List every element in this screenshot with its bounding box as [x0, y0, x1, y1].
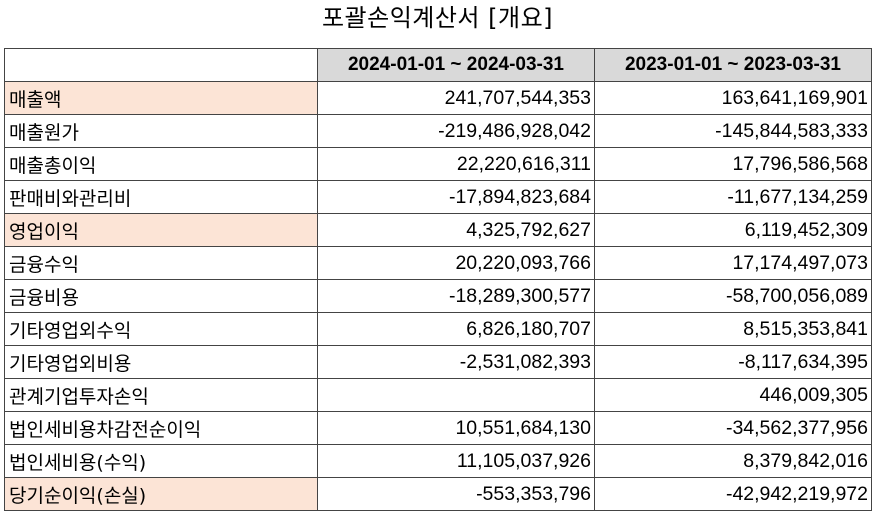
row-label: 관계기업투자손익: [4, 378, 318, 412]
row-label: 판매비와관리비: [4, 180, 318, 214]
value-2024: 20,220,093,766: [317, 246, 595, 280]
table-row: 금융비용 -18,289,300,577 -58,700,056,089: [4, 279, 872, 313]
table-row: 당기순이익(손실) -553,353,796 -42,942,219,972: [4, 477, 872, 511]
value-2023: 8,379,842,016: [594, 444, 872, 478]
row-label: 매출총이익: [4, 147, 318, 181]
value-2023: 163,641,169,901: [594, 81, 872, 115]
row-label: 법인세비용차감전순이익: [4, 411, 318, 445]
value-2023: 8,515,353,841: [594, 312, 872, 346]
table-row: 금융수익 20,220,093,766 17,174,497,073: [4, 246, 872, 280]
table-header-row: 2024-01-01 ~ 2024-03-31 2023-01-01 ~ 202…: [4, 48, 872, 82]
row-label: 법인세비용(수익): [4, 444, 318, 478]
value-2023: 17,174,497,073: [594, 246, 872, 280]
value-2024: -17,894,823,684: [317, 180, 595, 214]
value-2024: -18,289,300,577: [317, 279, 595, 313]
table-row: 법인세비용차감전순이익 10,551,684,130 -34,562,377,956: [4, 411, 872, 445]
row-label: 기타영업외비용: [4, 345, 318, 379]
value-2024: [317, 378, 595, 412]
row-label: 매출원가: [4, 114, 318, 148]
value-2024: 10,551,684,130: [317, 411, 595, 445]
row-label: 영업이익: [4, 213, 318, 247]
value-2024: -219,486,928,042: [317, 114, 595, 148]
page-title: 포괄손익계산서 [개요]: [321, 4, 554, 32]
table-row: 기타영업외비용 -2,531,082,393 -8,117,634,395: [4, 345, 872, 379]
row-label: 금융수익: [4, 246, 318, 280]
value-2023: 17,796,586,568: [594, 147, 872, 181]
header-cell-blank: [4, 48, 318, 82]
value-2024: 4,325,792,627: [317, 213, 595, 247]
table-row: 판매비와관리비 -17,894,823,684 -11,677,134,259: [4, 180, 872, 214]
value-2024: 22,220,616,311: [317, 147, 595, 181]
header-cell-period-2024: 2024-01-01 ~ 2024-03-31: [317, 48, 595, 82]
table-row: 매출원가 -219,486,928,042 -145,844,583,333: [4, 114, 872, 148]
value-2023: -42,942,219,972: [594, 477, 872, 511]
row-label: 기타영업외수익: [4, 312, 318, 346]
value-2023: -11,677,134,259: [594, 180, 872, 214]
table-row: 기타영업외수익 6,826,180,707 8,515,353,841: [4, 312, 872, 346]
value-2024: -2,531,082,393: [317, 345, 595, 379]
value-2023: -145,844,583,333: [594, 114, 872, 148]
table-row: 법인세비용(수익) 11,105,037,926 8,379,842,016: [4, 444, 872, 478]
value-2023: 446,009,305: [594, 378, 872, 412]
row-label: 매출액: [4, 81, 318, 115]
value-2023: -58,700,056,089: [594, 279, 872, 313]
table-row: 매출총이익 22,220,616,311 17,796,586,568: [4, 147, 872, 181]
value-2024: 241,707,544,353: [317, 81, 595, 115]
value-2023: 6,119,452,309: [594, 213, 872, 247]
value-2023: -34,562,377,956: [594, 411, 872, 445]
table-row: 관계기업투자손익 446,009,305: [4, 378, 872, 412]
value-2023: -8,117,634,395: [594, 345, 872, 379]
value-2024: -553,353,796: [317, 477, 595, 511]
value-2024: 6,826,180,707: [317, 312, 595, 346]
table-row: 영업이익 4,325,792,627 6,119,452,309: [4, 213, 872, 247]
row-label: 당기순이익(손실): [4, 477, 318, 511]
header-cell-period-2023: 2023-01-01 ~ 2023-03-31: [594, 48, 872, 82]
income-statement-table: 2024-01-01 ~ 2024-03-31 2023-01-01 ~ 202…: [4, 48, 872, 511]
row-label: 금융비용: [4, 279, 318, 313]
value-2024: 11,105,037,926: [317, 444, 595, 478]
table-row: 매출액 241,707,544,353 163,641,169,901: [4, 81, 872, 115]
